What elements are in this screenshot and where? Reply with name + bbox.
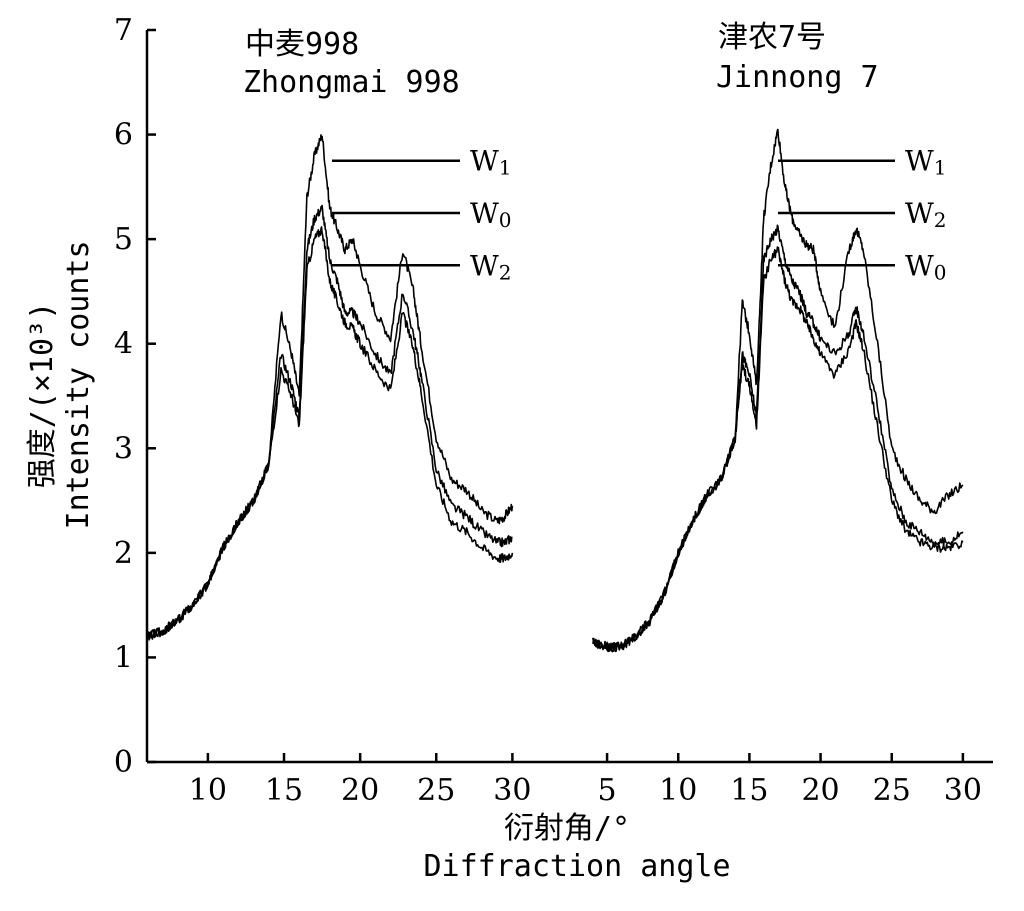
y-tick-label: 3 <box>114 431 133 466</box>
x-ticks: 10 15 20 25 30 5 10 15 20 25 30 <box>189 753 982 808</box>
y-tick-label: 7 <box>114 13 133 48</box>
y-tick-label: 2 <box>114 536 133 571</box>
x-tick-label: 25 <box>417 773 455 808</box>
x-tick-label: 5 <box>598 773 617 808</box>
x-axis-label-en: Diffraction angle <box>423 849 730 884</box>
series-line-w1 <box>146 134 514 641</box>
x-axis-label-zh: 衍射角/° <box>504 811 630 846</box>
panel2-title-zh: 津农7号 <box>718 20 826 55</box>
series-line-w0 <box>146 204 513 641</box>
panel1-title-zh: 中麦998 <box>245 27 359 62</box>
series-labels: W1 W0 W2 W1 W2 W0 <box>332 145 947 284</box>
series-label-w0: W0 <box>905 249 947 284</box>
series-layer <box>146 128 964 653</box>
y-ticks: 0 1 2 3 4 5 6 7 <box>114 13 156 780</box>
y-tick-label: 4 <box>114 327 133 362</box>
x-tick-label: 25 <box>873 773 911 808</box>
y-tick-label: 6 <box>114 118 133 153</box>
series-label-w0: W0 <box>470 197 512 232</box>
x-tick-label: 30 <box>944 773 982 808</box>
series-label-w2: W2 <box>905 197 947 232</box>
y-tick-label: 0 <box>114 745 133 780</box>
series-line-w0 <box>592 246 964 653</box>
x-tick-label: 30 <box>493 773 531 808</box>
series-line-w2 <box>592 224 964 653</box>
y-axis-label-en: Intensity counts <box>61 241 96 530</box>
x-tick-label: 20 <box>341 773 379 808</box>
y-tick-label: 1 <box>114 640 133 675</box>
x-tick-label: 10 <box>659 773 697 808</box>
series-label-w2: W2 <box>470 249 512 284</box>
x-tick-label: 20 <box>801 773 839 808</box>
x-tick-label: 10 <box>189 773 227 808</box>
panel2-title-en: Jinnong 7 <box>716 60 879 95</box>
panel1-title-en: Zhongmai 998 <box>243 65 460 100</box>
x-tick-label: 15 <box>730 773 768 808</box>
x-tick-label: 15 <box>265 773 303 808</box>
series-label-w1: W1 <box>905 145 947 180</box>
y-tick-label: 5 <box>114 222 133 257</box>
y-axis-label-zh: 强度/(×10³) <box>25 302 60 488</box>
series-label-w1: W1 <box>470 145 512 180</box>
series-line-w2 <box>146 226 514 640</box>
